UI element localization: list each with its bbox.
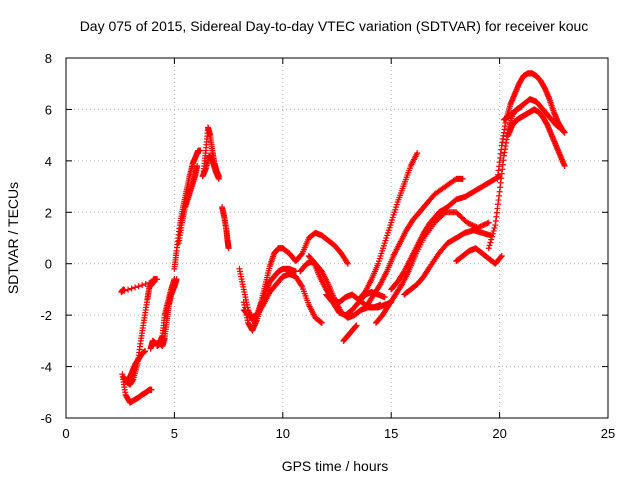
data-point bbox=[377, 301, 384, 308]
data-point bbox=[483, 220, 490, 227]
x-axis-label: GPS time / hours bbox=[282, 458, 389, 474]
series-arc-early-upper bbox=[120, 278, 157, 388]
data-point bbox=[344, 260, 351, 267]
series-arc-early-dots bbox=[118, 276, 161, 295]
x-tick-label: 5 bbox=[171, 426, 178, 441]
data-point bbox=[480, 222, 487, 229]
data-point bbox=[491, 225, 498, 232]
series-arc-rise-b bbox=[154, 276, 180, 349]
x-tick-label: 25 bbox=[601, 426, 615, 441]
data-point bbox=[489, 233, 496, 240]
data-point bbox=[132, 284, 139, 291]
y-tick-label: 6 bbox=[45, 102, 52, 117]
data-point bbox=[142, 280, 149, 287]
data-point bbox=[489, 230, 496, 237]
series-arc-peak-d bbox=[199, 152, 222, 182]
y-tick-label: 0 bbox=[45, 257, 52, 272]
series-arc-mid-6 bbox=[305, 253, 384, 321]
data-point bbox=[484, 220, 491, 227]
x-tick-label: 15 bbox=[384, 426, 398, 441]
y-tick-label: -2 bbox=[40, 308, 52, 323]
data-point bbox=[142, 348, 149, 355]
data-point bbox=[146, 279, 153, 286]
series-arc-climb-3 bbox=[373, 209, 492, 326]
data-point bbox=[139, 282, 146, 289]
data-point bbox=[194, 163, 201, 169]
chart-title: Day 075 of 2015, Sidereal Day-to-day VTE… bbox=[80, 18, 589, 34]
x-tick-label: 10 bbox=[276, 426, 290, 441]
data-point bbox=[318, 319, 325, 326]
data-points bbox=[118, 70, 568, 406]
data-point bbox=[488, 236, 495, 243]
data-point bbox=[498, 253, 505, 259]
data-point bbox=[485, 219, 492, 226]
series-arc-mid-3 bbox=[240, 271, 325, 326]
data-point bbox=[464, 219, 471, 226]
data-point bbox=[490, 227, 497, 234]
data-point bbox=[125, 286, 132, 293]
y-tick-label: -6 bbox=[40, 411, 52, 426]
series-arc-drop bbox=[219, 204, 232, 252]
data-point bbox=[353, 322, 360, 329]
data-point bbox=[128, 285, 135, 292]
data-point bbox=[121, 287, 128, 294]
series-arc-climb-1 bbox=[355, 150, 421, 303]
data-point bbox=[381, 294, 388, 301]
series-arc-mid-8 bbox=[340, 322, 360, 344]
series-arc-mid-4 bbox=[279, 229, 351, 267]
data-point bbox=[468, 221, 475, 228]
data-point bbox=[215, 175, 222, 182]
plot-frame bbox=[65, 57, 609, 419]
y-tick-label: 4 bbox=[45, 154, 52, 169]
data-point bbox=[459, 175, 466, 182]
data-point bbox=[485, 245, 492, 252]
data-point bbox=[135, 283, 142, 290]
data-point bbox=[318, 319, 325, 326]
series-arc-late-1 bbox=[453, 245, 505, 267]
data-point bbox=[487, 239, 494, 246]
data-point bbox=[414, 150, 421, 157]
series-arc-climb-2 bbox=[364, 175, 466, 308]
series-arc-climb-4 bbox=[388, 173, 503, 293]
y-tick-label: 8 bbox=[45, 51, 52, 66]
series-arc-late-5 bbox=[500, 96, 568, 136]
data-point bbox=[173, 276, 180, 283]
series-arc-mid-2 bbox=[240, 265, 299, 334]
data-point bbox=[197, 147, 204, 154]
series-arc-climb-5 bbox=[401, 227, 494, 298]
data-point bbox=[561, 129, 568, 136]
data-point bbox=[466, 220, 473, 227]
data-point bbox=[478, 222, 485, 229]
data-point bbox=[225, 245, 232, 252]
series-arc-peak-b bbox=[175, 163, 201, 247]
grid bbox=[66, 58, 608, 418]
x-tick-label: 0 bbox=[62, 426, 69, 441]
y-axis-label: SDTVAR / TECUs bbox=[5, 182, 21, 294]
data-point bbox=[154, 276, 161, 283]
data-point bbox=[481, 221, 488, 228]
data-point bbox=[477, 223, 484, 230]
data-point bbox=[298, 282, 305, 289]
tick-labels: 0 5 10 15 20 25 -6 -4 -2 0 2 4 6 8 bbox=[40, 51, 615, 441]
data-point bbox=[497, 253, 504, 260]
y-tick-label: 2 bbox=[45, 205, 52, 220]
data-point bbox=[486, 242, 493, 249]
data-point bbox=[561, 163, 568, 169]
series-arc-early-mid bbox=[125, 348, 149, 383]
data-point bbox=[344, 259, 351, 266]
x-tick-label: 20 bbox=[492, 426, 506, 441]
data-point bbox=[465, 220, 472, 227]
series-arc-late-4 bbox=[505, 106, 568, 169]
series-arc-mid-7 bbox=[323, 289, 388, 319]
y-tick-label: -4 bbox=[40, 360, 52, 375]
data-point bbox=[148, 386, 155, 393]
data-point bbox=[469, 222, 476, 229]
series-arc-late-3 bbox=[494, 70, 566, 182]
